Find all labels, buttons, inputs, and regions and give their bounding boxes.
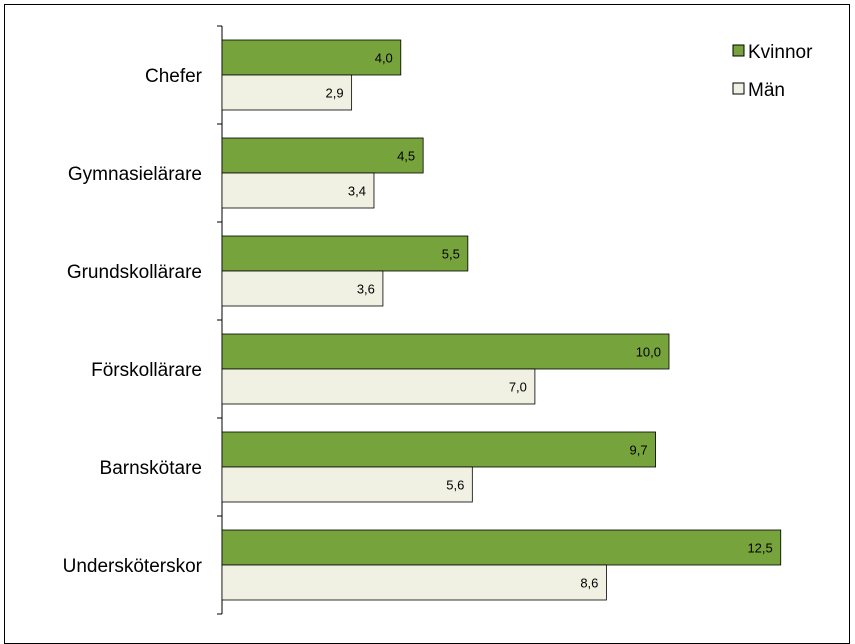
data-label-man-underskoterskor: 8,6 (580, 576, 598, 591)
bar-man-barnskotare (221, 466, 473, 503)
bar-kvinnor-forskollarare (221, 333, 670, 370)
axis-layer (217, 25, 223, 615)
data-label-kvinnor-chefer: 4,0 (375, 51, 393, 66)
bar-kvinnor-gymnasielarare (221, 137, 424, 174)
category-label-grundskollarare: Grundskollärare (67, 262, 202, 283)
data-label-kvinnor-barnskotare: 9,7 (630, 443, 648, 458)
category-label-forskollarare: Förskollärare (91, 360, 202, 381)
bar-man-gymnasielarare (221, 172, 375, 209)
legend-swatch-man (732, 82, 745, 95)
legend-swatch-kvinnor (732, 44, 745, 57)
bar-kvinnor-underskoterskor (221, 529, 782, 566)
data-label-kvinnor-grundskollarare: 5,5 (442, 247, 460, 262)
category-label-gymnasielarare: Gymnasielärare (68, 164, 202, 185)
bar-man-forskollarare (221, 368, 536, 405)
legend-label-man: Män (748, 80, 785, 101)
data-label-man-grundskollarare: 3,6 (357, 282, 375, 297)
labels-layer: Chefer 4,0 2,9 Gymnasielärare 4,5 3,4 Grundsko… (63, 51, 773, 591)
bar-man-grundskollarare (221, 270, 384, 307)
bars-layer (221, 39, 782, 601)
data-label-man-forskollarare: 7,0 (509, 380, 527, 395)
data-label-man-gymnasielarare: 3,4 (348, 184, 366, 199)
data-label-kvinnor-underskoterskor: 12,5 (747, 541, 772, 556)
bar-kvinnor-chefer (221, 39, 402, 76)
bar-man-chefer (221, 74, 353, 111)
category-label-chefer: Chefer (145, 66, 203, 87)
bar-chart: Chefer 4,0 2,9 Gymnasielärare 4,5 3,4 Grundsko… (63, 25, 813, 615)
data-label-man-barnskotare: 5,6 (446, 478, 464, 493)
bar-kvinnor-grundskollarare (221, 235, 469, 272)
bar-kvinnor-barnskotare (221, 431, 656, 468)
data-label-kvinnor-forskollarare: 10,0 (636, 345, 661, 360)
data-label-man-chefer: 2,9 (326, 86, 344, 101)
bar-man-underskoterskor (221, 564, 607, 601)
legend-label-kvinnor: Kvinnor (748, 42, 813, 63)
data-label-kvinnor-gymnasielarare: 4,5 (397, 149, 415, 164)
legend: Kvinnor Män (732, 42, 813, 101)
category-label-barnskotare: Barnskötare (100, 458, 202, 479)
category-label-underskoterskor: Undersköterskor (63, 556, 203, 577)
